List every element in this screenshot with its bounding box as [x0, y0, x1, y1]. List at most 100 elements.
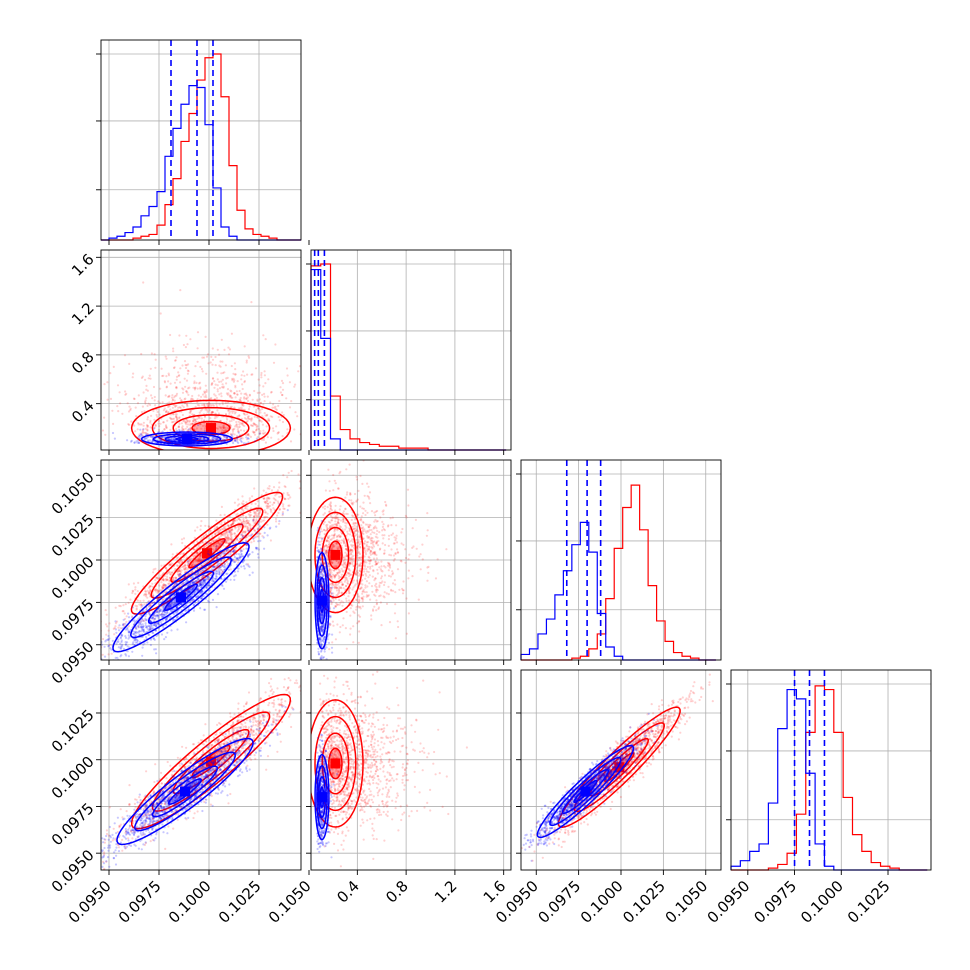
- scatter-p2_p1-red-point: [184, 366, 188, 370]
- scatter-p3_p1-blue-point: [221, 564, 224, 568]
- scatter-p3_p1-blue-point: [127, 655, 130, 658]
- scatter-p3_p1-red-point: [217, 537, 220, 541]
- scatter-p2_p1-red-point: [196, 417, 199, 420]
- scatter-p3_p1-blue-point: [121, 634, 124, 638]
- scatter-p3_p1-blue-point: [159, 621, 163, 624]
- scatter-p3_p1-blue-point: [134, 638, 137, 641]
- scatter-p3_p1-blue-point: [138, 622, 141, 625]
- scatter-p3_p1-red-point: [266, 499, 269, 502]
- scatter-p3_p1-blue-point: [223, 552, 226, 555]
- scatter-p2_p1-red-point: [149, 419, 152, 422]
- scatter-p2_p1-red-point: [230, 419, 233, 422]
- scatter-p3_p1-blue-point: [183, 576, 186, 579]
- scatter-p2_p1-red-point: [164, 410, 168, 414]
- scatter-p3_p1-red-point: [253, 522, 256, 525]
- scatter-p3_p1-red-point: [283, 485, 286, 488]
- scatter-p3_p1-red-point: [284, 498, 287, 501]
- scatter-p3_p1-red-point: [230, 523, 233, 526]
- scatter-p2_p1-red-point: [227, 409, 230, 412]
- scatter-p3_p1-blue-point: [177, 574, 180, 577]
- scatter-p3_p1-red-point: [283, 497, 286, 501]
- scatter-p3_p1-blue-point: [220, 577, 223, 580]
- scatter-p3_p1-red-point: [172, 585, 175, 588]
- scatter-p3_p1-red-point: [159, 589, 162, 592]
- scatter-p2_p1-red-point: [259, 402, 262, 405]
- scatter-p2_p1-red-point: [250, 301, 253, 304]
- scatter-p3_p1-blue-point: [254, 536, 257, 539]
- scatter-p3_p1-red-point: [171, 578, 174, 582]
- scatter-p2_p1-red-point: [255, 424, 258, 427]
- scatter-p2_p1-red-point: [228, 394, 231, 397]
- scatter-p3_p1-blue-point: [181, 602, 184, 605]
- scatter-p3_p1-red-point: [239, 526, 242, 529]
- scatter-p3_p1-blue-point: [192, 576, 195, 579]
- scatter-p2_p1-blue-point: [212, 436, 215, 439]
- scatter-p3_p1-blue-point: [218, 572, 221, 576]
- scatter-p3_p1-red-point: [244, 515, 248, 518]
- scatter-p3_p1-blue-point: [202, 580, 206, 583]
- scatter-p2_p1-red-point: [169, 417, 173, 420]
- scatter-p3_p1-red-point: [234, 526, 237, 529]
- scatter-p2_p1-red-point: [290, 400, 293, 403]
- scatter-p3_p1-red-point: [229, 529, 233, 532]
- scatter-p3_p1-red-point: [183, 568, 187, 571]
- scatter-p2_p1-red-point: [269, 401, 272, 404]
- scatter-p3_p2-red-point: [366, 585, 369, 588]
- scatter-p3_p1-blue-point: [240, 553, 243, 556]
- scatter-p2_p1-red-point: [218, 393, 221, 396]
- scatter-p2_p1-red-point: [233, 392, 236, 395]
- scatter-p3_p1-blue-point: [199, 583, 202, 586]
- scatter-p2_p1-red-point: [118, 391, 121, 394]
- scatter-p3_p1-red-point: [236, 530, 239, 533]
- scatter-p3_p1-red-point: [177, 556, 180, 559]
- scatter-p2_p1-red-point: [184, 427, 187, 430]
- scatter-p3_p1-blue-point: [146, 641, 149, 644]
- scatter-p3_p2-red-point: [380, 565, 383, 568]
- scatter-p3_p1-blue-point: [127, 631, 130, 634]
- scatter-p2_p1-red-point: [264, 338, 267, 341]
- scatter-p2_p1-red-point: [219, 365, 222, 368]
- scatter-p2_p1-red-point: [235, 424, 238, 427]
- scatter-p2_p1-red-point: [169, 408, 172, 411]
- scatter-p3_p1-red-point: [266, 502, 270, 505]
- scatter-p2_p1-red-point: [230, 405, 233, 408]
- scatter-p3_p1-red-point: [274, 499, 277, 502]
- scatter-p2_p1-red-point: [150, 352, 153, 355]
- scatter-p2_p1-red-point: [196, 403, 199, 406]
- scatter-p2_p1-red-point: [224, 428, 227, 431]
- scatter-p2_p1-red-point: [233, 412, 236, 415]
- scatter-p2_p1-red-point: [184, 346, 187, 349]
- scatter-p3_p1-blue-point: [199, 591, 202, 595]
- scatter-p2_p1-red-point: [217, 427, 220, 430]
- scatter-p3_p1-red-point: [197, 559, 200, 562]
- scatter-p3_p1-red-point: [273, 498, 276, 501]
- scatter-p3_p1-red-point: [281, 510, 284, 514]
- scatter-p3_p1-red-point: [261, 519, 264, 522]
- scatter-p2_p1-blue-point: [199, 438, 202, 441]
- scatter-p2_p1-blue-point: [144, 437, 147, 440]
- scatter-p3_p1-red-point: [215, 519, 218, 522]
- scatter-p2_p1-red-point: [255, 411, 258, 414]
- scatter-p2_p1-red-point: [158, 401, 161, 405]
- scatter-p3_p1-red-point: [270, 489, 274, 492]
- scatter-p3_p1-blue-point: [165, 618, 168, 621]
- scatter-p3_p1-red-point: [218, 542, 221, 546]
- scatter-p3_p1-blue-point: [191, 581, 194, 584]
- scatter-p3_p1-red-point: [258, 512, 261, 515]
- scatter-p3_p1-blue-point: [117, 629, 121, 632]
- scatter-p2_p1-red-point: [221, 383, 224, 386]
- scatter-p2_p1-blue-point: [226, 436, 229, 439]
- scatter-p2_p1-blue-point: [151, 440, 155, 443]
- scatter-p3_p1-red-point: [199, 560, 202, 563]
- scatter-p2_p1-red-point: [236, 393, 239, 396]
- scatter-p2_p1-red-point: [245, 433, 248, 437]
- scatter-p2_p1-red-point: [128, 405, 131, 408]
- scatter-p3_p1-red-point: [168, 563, 171, 566]
- scatter-p3_p1-blue-point: [141, 628, 145, 631]
- scatter-p2_p1-red-point: [286, 374, 289, 377]
- scatter-p2_p1-red-point: [193, 388, 196, 391]
- scatter-p3_p1-blue-point: [141, 646, 144, 649]
- scatter-p3_p1-blue-point: [207, 553, 210, 556]
- scatter-p3_p1-red-point: [229, 568, 232, 571]
- scatter-p3_p1-red-point: [228, 536, 231, 539]
